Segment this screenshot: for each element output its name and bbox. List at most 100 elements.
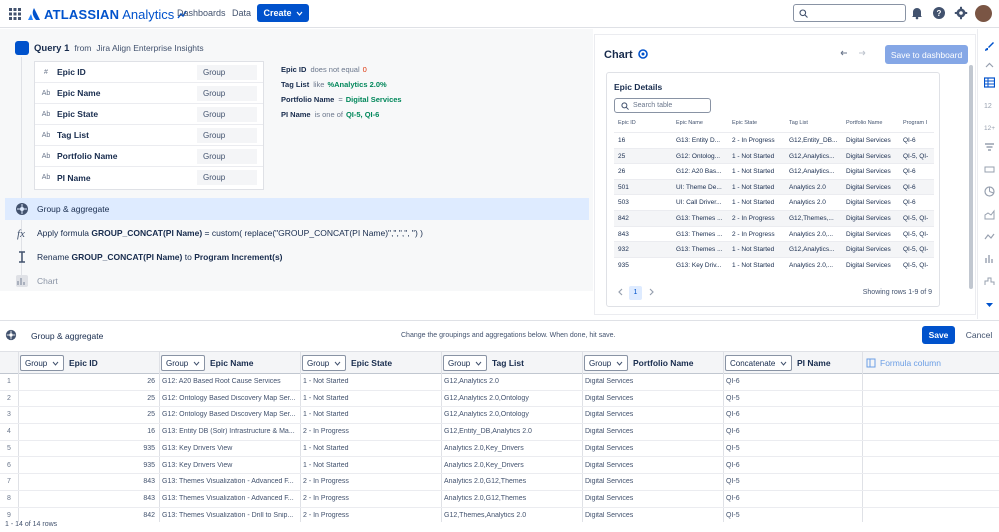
column-row[interactable]: # Epic ID Group — [35, 62, 263, 83]
table-cell: Digital Services — [846, 183, 891, 191]
filter-portfolio-name[interactable]: Portfolio Name = Digital Services — [281, 95, 402, 104]
aggregation-value: Group — [448, 359, 471, 368]
chevron-down-icon[interactable] — [984, 299, 995, 310]
chevron-left-icon[interactable] — [617, 288, 623, 296]
global-search-input[interactable] — [793, 4, 906, 22]
aggregation-select[interactable]: Group — [584, 355, 628, 371]
chevron-up-icon[interactable] — [984, 60, 995, 71]
column-chart-icon[interactable] — [984, 253, 995, 264]
grid-column-header[interactable]: Epic State — [351, 358, 393, 368]
grid-row[interactable]: 4 16 G13: Entity DB (Solr) Infrastructure … — [0, 424, 999, 441]
funnel-icon[interactable] — [984, 142, 995, 153]
query-source[interactable]: Jira Align Enterprise Insights — [96, 43, 204, 53]
cancel-button[interactable]: Cancel — [965, 330, 993, 340]
grid-column-header[interactable]: Epic Name — [210, 358, 254, 368]
chart-settings-gear-icon[interactable] — [637, 48, 649, 60]
table-row[interactable]: 503 UI: Call Driver... 1 - Not Started Anal… — [614, 194, 934, 210]
table-header-cell[interactable]: Epic Name — [676, 120, 703, 126]
table-header-cell[interactable]: Portfolio Name — [846, 120, 883, 126]
filter-pi-name[interactable]: PI Name is one of QI-5, QI-6 — [281, 110, 379, 119]
save-button[interactable]: Save — [922, 326, 955, 344]
table-row[interactable]: 935 G13: Key Driv... 1 - Not Started Analyt… — [614, 256, 934, 273]
grid-row[interactable]: 6 935 G13: Key Drivers View 1 - Not Started… — [0, 458, 999, 475]
column-row[interactable]: Ab Tag List Group — [35, 125, 263, 146]
app-switcher-icon[interactable] — [9, 8, 21, 20]
bar-chart-icon[interactable] — [984, 164, 995, 175]
grid-row[interactable]: 1 26 G12: A20 Based Root Cause Services 1 -… — [0, 374, 999, 391]
grid-column-header[interactable]: Epic ID — [69, 358, 98, 368]
aggregation-select[interactable]: Group — [443, 355, 487, 371]
table-search-input[interactable]: Search table — [614, 98, 711, 113]
step-apply-formula[interactable]: fx Apply formula GROUP_CONCAT(PI Name) =… — [5, 222, 589, 244]
chart-panel: Chart Save to dashboard Epic Details Sea… — [594, 34, 976, 315]
step-rename-prefix: Rename — [37, 252, 70, 262]
table-row[interactable]: 25 G12: Ontolog... 1 - Not Started G12,Anal… — [614, 147, 934, 164]
paint-brush-icon[interactable] — [984, 41, 995, 52]
filter-epic-id[interactable]: Epic ID does not equal 0 — [281, 65, 367, 74]
table-header-cell[interactable]: Epic ID — [618, 120, 636, 126]
table-row[interactable]: 16 G13: Entity D... 2 - In Progress G12,Ent… — [614, 132, 934, 148]
undo-icon[interactable] — [839, 49, 849, 59]
column-aggregation[interactable]: Group — [197, 86, 257, 101]
create-button[interactable]: Create — [257, 4, 309, 22]
step-rename[interactable]: Rename GROUP_CONCAT(PI Name) to Program … — [5, 246, 589, 268]
step-group-aggregate[interactable]: Group & aggregate — [5, 198, 589, 220]
table-row[interactable]: 932 G13: Themes ... 1 - Not Started G12,Ana… — [614, 241, 934, 257]
column-aggregation[interactable]: Group — [197, 128, 257, 143]
grid-cell: QI-6 — [726, 411, 740, 419]
grid-row[interactable]: 7 843 G13: Themes Visualization - Advanced… — [0, 474, 999, 491]
add-formula-column[interactable]: Formula column — [866, 358, 941, 368]
column-aggregation[interactable]: Group — [197, 149, 257, 164]
current-page[interactable]: 1 — [629, 286, 642, 300]
product-name: Analytics — [122, 6, 175, 22]
query-title[interactable]: Query 1 — [34, 42, 70, 54]
table-row[interactable]: 842 G13: Themes ... 2 - In Progress G12,The… — [614, 210, 934, 226]
column-row[interactable]: Ab Portfolio Name Group — [35, 146, 263, 167]
table-row[interactable]: 26 G12: A20 Bas... 1 - Not Started G12,Anal… — [614, 163, 934, 179]
grid-column-header[interactable]: PI Name — [797, 358, 831, 368]
grid-column-header[interactable]: Portfolio Name — [633, 358, 694, 368]
aggregation-select[interactable]: Group — [161, 355, 205, 371]
grid-row[interactable]: 3 25 G12: Ontology Based Discovery Map Ser… — [0, 407, 999, 425]
column-aggregation[interactable]: Group — [197, 107, 257, 122]
table-header-cell[interactable]: Tag List — [789, 120, 808, 126]
pie-chart-icon[interactable] — [984, 186, 995, 197]
table-row[interactable]: 501 UI: Theme De... 1 - Not Started Analyti… — [614, 178, 934, 195]
column-row[interactable]: Ab PI Name Group — [35, 167, 263, 188]
aggregation-select[interactable]: Group — [20, 355, 64, 371]
nav-data[interactable]: Data — [232, 8, 252, 18]
save-to-dashboard-button[interactable]: Save to dashboard — [885, 45, 968, 64]
aggregation-select[interactable]: Group — [302, 355, 346, 371]
table-row[interactable]: 843 G13: Themes ... 2 - In Progress Analyti… — [614, 225, 934, 242]
line-chart-icon[interactable] — [984, 231, 995, 242]
single-value-icon[interactable]: 12 — [984, 99, 995, 110]
chart-scrollbar[interactable] — [969, 65, 973, 289]
grid-cell: G13: Key Drivers View — [162, 461, 233, 469]
help-icon[interactable]: ? — [932, 6, 946, 20]
chevron-right-icon[interactable] — [649, 288, 655, 296]
histogram-icon[interactable] — [984, 275, 995, 286]
column-aggregation[interactable]: Group — [197, 65, 257, 80]
nav-dashboards[interactable]: Dashboards — [177, 8, 226, 18]
area-chart-icon[interactable] — [984, 209, 995, 220]
grid-row[interactable]: 9 842 G13: Themes Visualization - Drill to… — [0, 508, 999, 522]
grid-row[interactable]: 2 25 G12: Ontology Based Discovery Map Ser… — [0, 391, 999, 408]
kpi-icon[interactable]: 12+ — [984, 121, 995, 132]
aggregation-select[interactable]: Concatenate — [725, 355, 792, 371]
column-row[interactable]: Ab Epic State Group — [35, 104, 263, 125]
user-avatar[interactable] — [975, 5, 992, 22]
grid-column-header[interactable]: Tag List — [492, 358, 524, 368]
column-row[interactable]: Ab Epic Name Group — [35, 83, 263, 104]
grid-row[interactable]: 8 843 G13: Themes Visualization - Advanced… — [0, 491, 999, 508]
redo-icon[interactable] — [857, 49, 867, 59]
settings-gear-icon[interactable] — [954, 6, 968, 20]
atlassian-analytics-logo[interactable]: ATLASSIAN Analytics — [27, 6, 187, 22]
table-viz-icon[interactable] — [984, 77, 995, 88]
filter-tag-list[interactable]: Tag List like %Analytics 2.0% — [281, 80, 387, 89]
table-header-cell[interactable]: Epic State — [732, 120, 758, 126]
column-aggregation[interactable]: Group — [197, 170, 257, 185]
grid-row[interactable]: 5 935 G13: Key Drivers View 1 - Not Started… — [0, 441, 999, 458]
step-chart[interactable]: Chart — [5, 270, 589, 292]
table-header-cell[interactable]: Program I — [903, 120, 928, 126]
notifications-icon[interactable] — [910, 6, 924, 20]
